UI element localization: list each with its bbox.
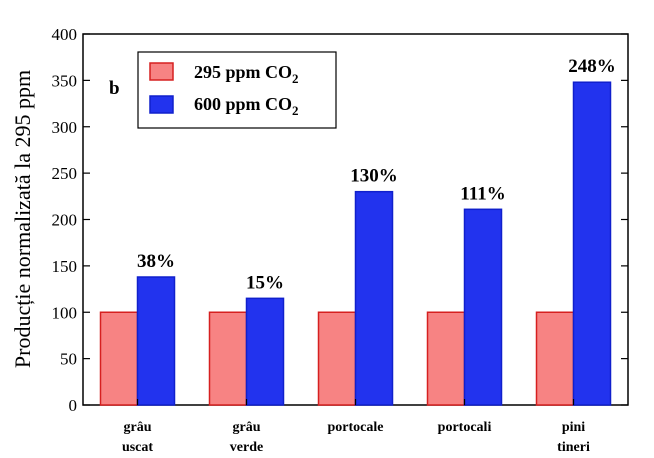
y-tick-label: 400 bbox=[52, 25, 78, 44]
x-category-label: grâu bbox=[124, 420, 152, 435]
y-tick-label: 200 bbox=[52, 211, 78, 230]
y-tick-label: 350 bbox=[52, 71, 78, 90]
legend-swatch-295 bbox=[149, 62, 174, 81]
data-labels: 38% 15% 130% 111% 248% bbox=[137, 56, 616, 293]
legend-label-600: 600 ppm CO2 bbox=[194, 94, 299, 118]
y-tick-label: 150 bbox=[52, 257, 78, 276]
bar-295ppm bbox=[99, 311, 139, 406]
data-label: 38% bbox=[137, 251, 175, 272]
y-tick-label: 250 bbox=[52, 164, 78, 183]
x-category-label: grâu bbox=[233, 420, 261, 435]
bar-295ppm bbox=[208, 311, 248, 406]
y-tick-label: 300 bbox=[52, 118, 78, 137]
data-label: 111% bbox=[460, 183, 505, 204]
data-label: 130% bbox=[350, 166, 398, 187]
panel-label: b bbox=[109, 78, 120, 99]
y-tick-label: 50 bbox=[60, 350, 77, 369]
x-category-label: pini bbox=[562, 420, 585, 435]
x-category-label: verde bbox=[230, 440, 263, 455]
data-label: 15% bbox=[246, 272, 284, 293]
data-label: 248% bbox=[568, 56, 616, 77]
x-category-label: uscat bbox=[122, 440, 153, 455]
x-category-label: portocale bbox=[328, 420, 384, 435]
legend-swatch-600 bbox=[149, 95, 174, 114]
y-axis-label: Producție normalizată la 295 ppm bbox=[10, 70, 35, 368]
bar-295ppm bbox=[535, 311, 575, 406]
bar-600ppm bbox=[572, 81, 612, 406]
x-category-label: portocali bbox=[438, 420, 492, 435]
bar-295ppm bbox=[426, 311, 466, 406]
x-category-label: tineri bbox=[557, 440, 590, 455]
y-axis: 0 50 100 150 200 250 300 350 400 bbox=[52, 25, 628, 415]
x-axis-categories: grâu uscat grâu verde portocale portocali pini… bbox=[122, 399, 590, 455]
bar-600ppm bbox=[463, 208, 503, 406]
legend-label-295: 295 ppm CO2 bbox=[194, 62, 299, 86]
bar-600ppm bbox=[354, 190, 394, 406]
bar-295ppm bbox=[317, 311, 357, 406]
bar-600ppm bbox=[245, 297, 285, 406]
y-tick-label: 0 bbox=[69, 396, 78, 415]
legend: 295 ppm CO2 600 ppm CO2 bbox=[137, 51, 337, 129]
bar-600ppm bbox=[136, 276, 176, 406]
y-tick-label: 100 bbox=[52, 303, 78, 322]
bars bbox=[99, 81, 612, 406]
